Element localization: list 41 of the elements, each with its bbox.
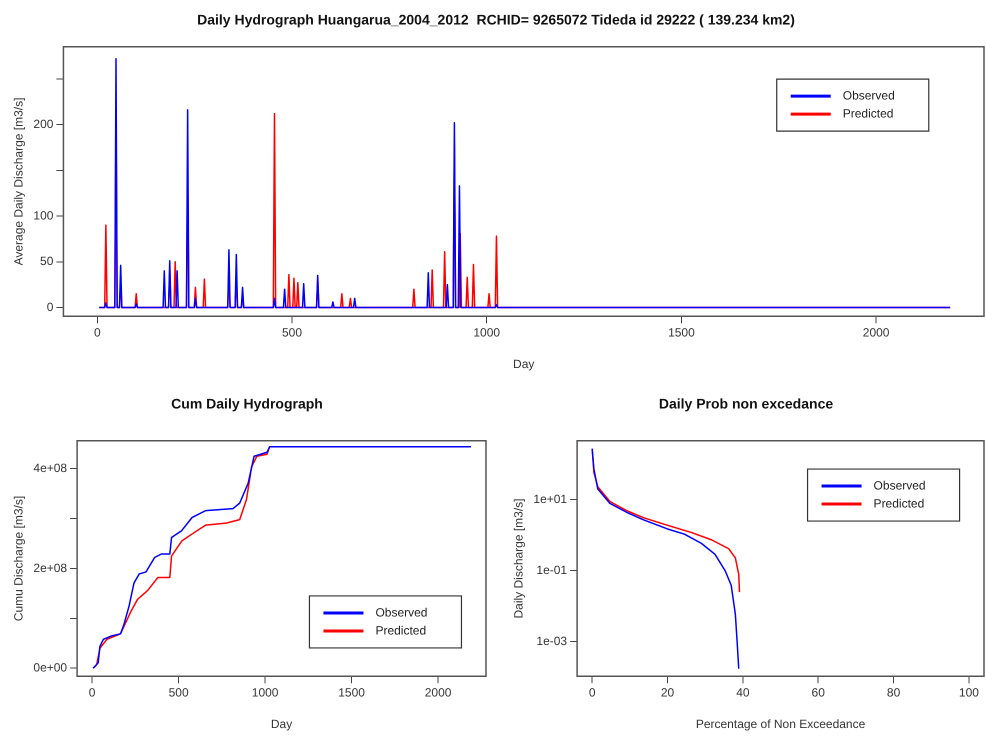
legend-label: Observed [375,605,428,620]
x-tick-label: 0 [88,686,96,700]
x-tick-label: 1000 [252,686,279,700]
legend-label: Predicted [874,496,924,510]
y-tick-label: 200 [33,116,54,131]
x-tick-label: 80 [886,686,901,700]
x-axis-title: Day [513,357,534,372]
y-tick-label: 0e+00 [33,660,68,675]
y-tick-label: 50 [40,254,54,268]
x-tick-label: 0 [94,326,101,340]
y-tick-label: 0 [46,300,54,314]
chart-title: Daily Prob non excedance [658,395,834,412]
legend-label: Observed [842,88,895,102]
y-tick-label: 1e-03 [536,634,568,648]
y-axis-title: Cumu Discharge [m3/s] [12,496,26,622]
x-tick-label: 100 [958,686,980,700]
y-tick-label: 1e+01 [533,492,568,506]
x-tick-label: 0 [588,686,596,700]
y-axis-title: Average Daily Discharge [m3/s] [12,98,26,266]
y-tick-label: 2e+08 [33,560,68,575]
legend-label: Predicted [842,106,894,120]
x-tick-label: 1000 [473,326,500,340]
y-tick-label: 4e+08 [33,461,68,476]
y-axis-title: Daily Discharge [m3/s] [512,498,526,619]
x-axis-title: Day [270,717,292,732]
x-tick-label: 2000 [424,686,452,700]
x-tick-label: 2000 [862,326,890,340]
x-tick-label: 500 [168,686,189,700]
y-tick-label: 100 [33,208,54,222]
chart-title: Cum Daily Hydrograph [171,395,323,412]
x-tick-label: 500 [282,326,302,340]
x-tick-label: 1500 [668,326,696,340]
legend-label: Observed [874,478,926,492]
x-tick-label: 20 [660,686,675,700]
legend-label: Predicted [375,623,426,638]
x-axis-title: Percentage of Non Exceedance [696,717,866,732]
x-tick-label: 1500 [338,686,366,700]
x-tick-label: 60 [812,686,826,700]
x-tick-label: 40 [736,686,750,700]
chart-title: Daily Hydrograph Huangarua_2004_2012 RCHID= 9265072 Tideda id 29222 ( 139.234 km2) [197,11,795,28]
y-tick-label: 1e-01 [536,563,568,578]
